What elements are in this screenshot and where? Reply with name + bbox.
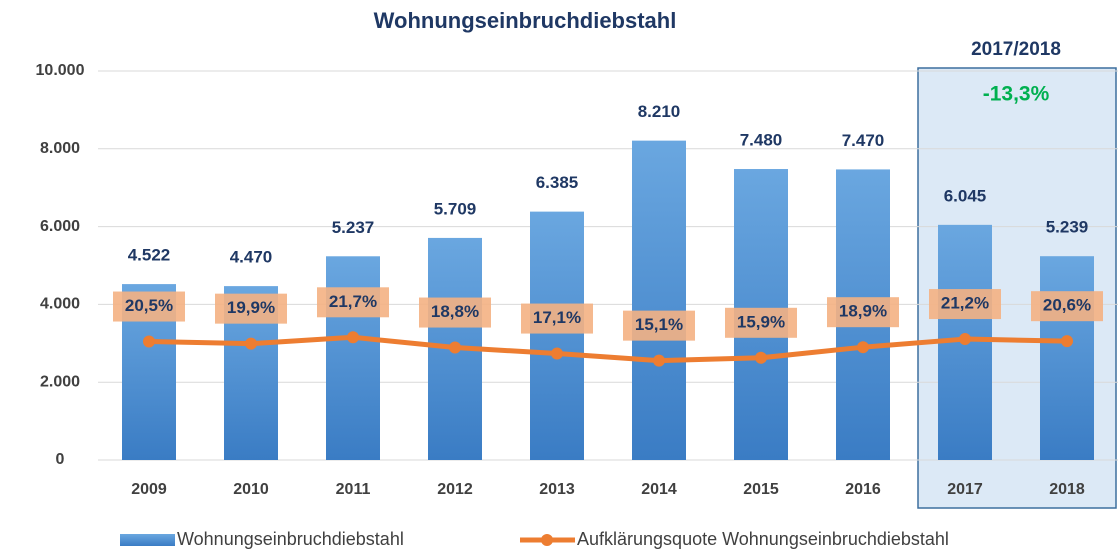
x-tick-label: 2009 — [131, 481, 167, 498]
line — [148, 334, 1068, 364]
line-label-box — [725, 307, 797, 338]
line-value-label: 20,6% — [1043, 296, 1091, 315]
line-label-box — [113, 291, 185, 322]
legend-marker — [541, 534, 553, 546]
line-value-label: 21,2% — [941, 294, 989, 313]
x-tick-label: 2013 — [539, 481, 575, 498]
line-label-box — [929, 289, 1001, 320]
x-tick-label: 2017 — [947, 481, 983, 498]
y-tick-label: 8.000 — [40, 140, 80, 157]
line-value-label: 17,1% — [533, 308, 581, 327]
line-marker — [959, 333, 971, 346]
y-tick-label: 10.000 — [36, 62, 85, 79]
line-value-label: 20,5% — [125, 296, 173, 315]
bar-value-label: 5.709 — [434, 199, 477, 218]
line-marker — [1061, 335, 1073, 348]
bar-value-label: 5.239 — [1046, 218, 1089, 237]
y-tick-label: 0 — [56, 451, 65, 468]
bar-value-label: 8.210 — [638, 102, 681, 121]
x-tick-label: 2015 — [743, 481, 779, 498]
line-marker — [143, 335, 155, 348]
line-marker — [653, 354, 665, 367]
bar — [1040, 256, 1094, 460]
line-value-label: 15,9% — [737, 312, 785, 331]
bar-value-label: 4.522 — [128, 246, 171, 265]
y-tick-label: 4.000 — [40, 296, 80, 313]
legend-label: Wohnungseinbruchdiebstahl — [177, 529, 404, 549]
line-label-box — [419, 297, 491, 328]
legend-label: Aufklärungsquote Wohnungseinbruchdiebsta… — [577, 529, 949, 549]
x-tick-label: 2010 — [233, 481, 269, 498]
line-value-label: 18,8% — [431, 302, 479, 321]
line-label-box — [521, 303, 593, 334]
x-tick-label: 2016 — [845, 481, 881, 498]
y-tick-label: 2.000 — [40, 373, 80, 390]
bar-value-label: 6.045 — [944, 186, 987, 205]
line-label-box — [317, 287, 389, 318]
line-label-box — [1031, 291, 1103, 322]
line-marker — [857, 341, 869, 354]
line-marker — [449, 341, 461, 354]
line-value-label: 21,7% — [329, 292, 377, 311]
line-label-box — [215, 293, 287, 324]
x-tick-label: 2018 — [1049, 481, 1085, 498]
line-label-box — [827, 297, 899, 328]
x-tick-label: 2012 — [437, 481, 473, 498]
bar — [632, 140, 686, 461]
chart-title: Wohnungseinbruchdiebstahl — [374, 8, 677, 33]
legend-swatch — [120, 534, 175, 546]
x-tick-label: 2014 — [641, 481, 677, 498]
bar-value-label: 4.470 — [230, 248, 273, 267]
annotation: -13,3% — [983, 83, 1050, 106]
bar-value-label: 5.237 — [332, 218, 375, 237]
bar — [326, 256, 380, 460]
line-marker — [245, 337, 257, 350]
line-value-label: 19,9% — [227, 298, 275, 317]
bar-value-label: 7.480 — [740, 131, 783, 150]
y-tick-label: 6.000 — [40, 218, 80, 235]
line-marker — [347, 331, 359, 344]
line-value-label: 18,9% — [839, 302, 887, 321]
line-marker — [551, 347, 563, 360]
line-value-label: 15,1% — [635, 315, 683, 334]
bar-value-label: 6.385 — [536, 173, 579, 192]
line-marker — [755, 351, 767, 364]
annotation: 2017/2018 — [971, 39, 1061, 60]
x-tick-label: 2011 — [336, 481, 371, 498]
bar-value-label: 7.470 — [842, 131, 885, 150]
bar — [530, 211, 584, 460]
line-label-box — [623, 310, 695, 341]
